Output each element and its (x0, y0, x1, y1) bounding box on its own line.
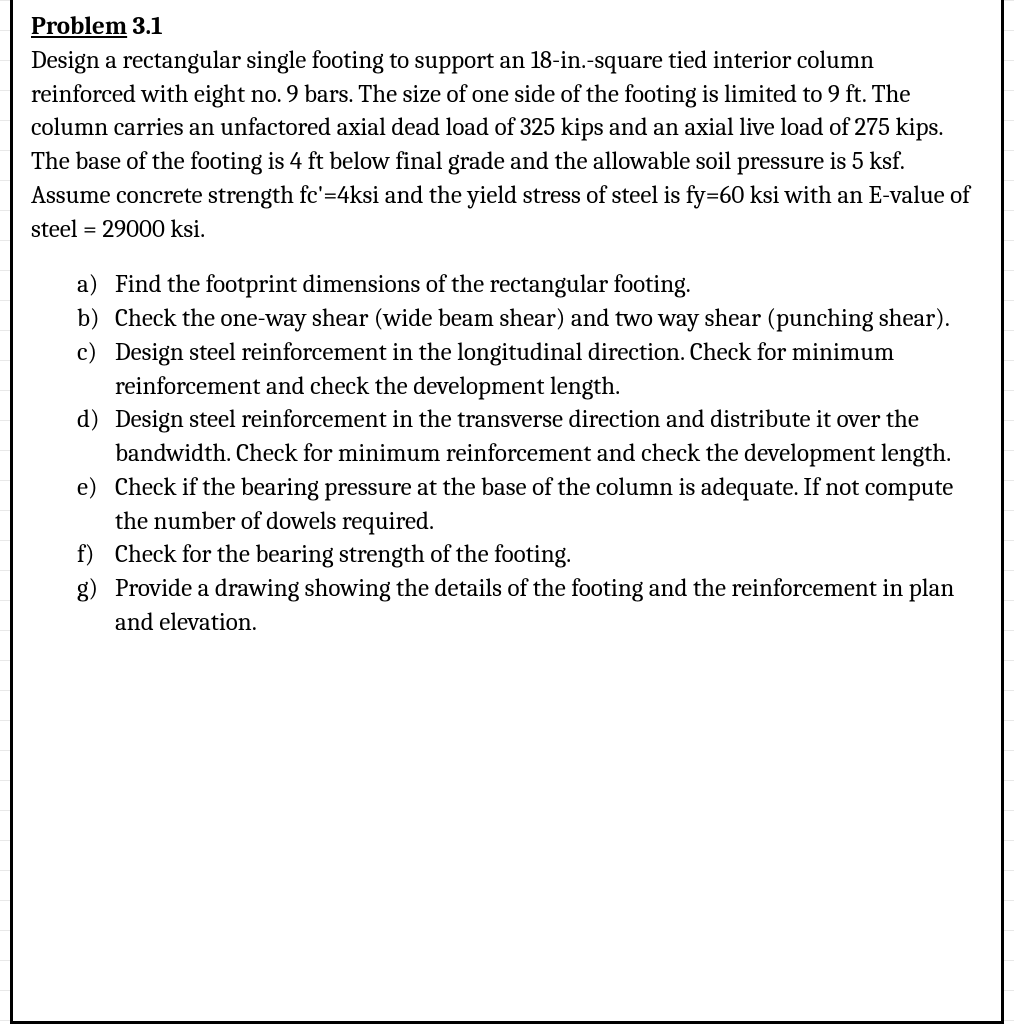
problem-label: Problem (31, 12, 127, 41)
list-item: c) Design steel reinforcement in the lon… (77, 336, 983, 404)
problem-number: 3.1 (127, 12, 162, 41)
list-text: Design steel reinforcement in the longit… (115, 336, 983, 404)
list-marker: g) (77, 572, 115, 640)
problem-intro: Design a rectangular single footing to s… (31, 44, 983, 247)
problem-header: Problem 3.1 (31, 10, 983, 44)
list-text: Check for the bearing strength of the fo… (115, 538, 983, 572)
problem-page: Problem 3.1 Design a rectangular single … (10, 0, 1004, 1024)
list-text: Check the one-way shear (wide beam shear… (115, 302, 983, 336)
problem-list: a) Find the footprint dimensions of the … (31, 268, 983, 639)
list-marker: d) (77, 403, 115, 471)
list-item: f) Check for the bearing strength of the… (77, 538, 983, 572)
list-item: d) Design steel reinforcement in the tra… (77, 403, 983, 471)
list-item: b) Check the one-way shear (wide beam sh… (77, 302, 983, 336)
list-marker: b) (77, 302, 115, 336)
list-marker: c) (77, 336, 115, 404)
list-text: Provide a drawing showing the details of… (115, 572, 983, 640)
list-text: Check if the bearing pressure at the bas… (115, 471, 983, 539)
list-item: e) Check if the bearing pressure at the … (77, 471, 983, 539)
list-marker: a) (77, 268, 115, 302)
list-marker: f) (77, 538, 115, 572)
list-text: Find the footprint dimensions of the rec… (115, 268, 983, 302)
list-text: Design steel reinforcement in the transv… (115, 403, 983, 471)
list-item: g) Provide a drawing showing the details… (77, 572, 983, 640)
list-marker: e) (77, 471, 115, 539)
list-item: a) Find the footprint dimensions of the … (77, 268, 983, 302)
